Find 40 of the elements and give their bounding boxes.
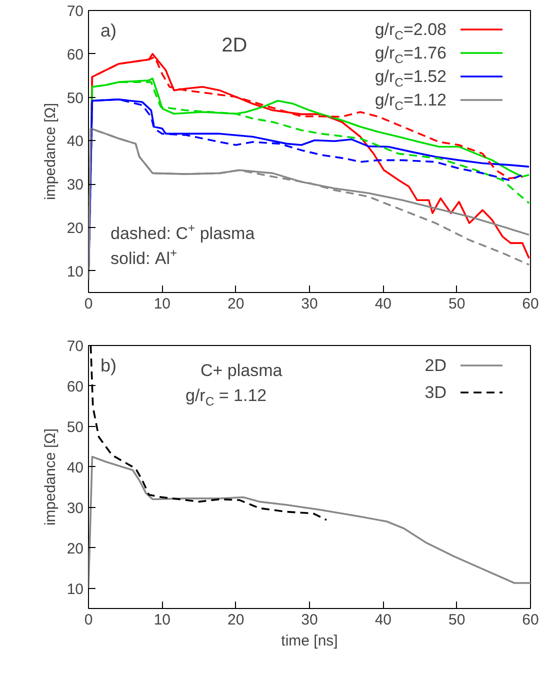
y-tick-label: 50 [66,90,84,107]
y-axis-title: impedance [Ω] [42,428,59,526]
annotation: solid: Al+ [110,246,178,268]
annotation: a) [100,20,117,40]
legend-label: 2D [424,356,447,375]
x-tick-label: 30 [301,296,318,312]
x-tick-label: 30 [301,612,318,628]
x-tick-label: 0 [84,296,93,312]
x-tick-label: 20 [227,612,244,628]
annotation: dashed: C+ plasma [110,221,256,243]
x-tick-label: 20 [227,296,244,312]
y-tick-label: 30 [66,500,84,517]
y-tick-label: 70 [66,338,84,355]
x-tick-label: 10 [154,612,171,628]
y-tick-label: 20 [66,220,84,237]
annotation: b) [100,356,117,376]
y-tick-label: 60 [66,46,84,64]
y-tick-label: 70 [66,3,84,20]
y-tick-label: 10 [66,580,84,598]
x-tick-label: 0 [84,612,93,628]
line-series [88,456,530,590]
y-tick-label: 40 [66,459,84,476]
y-tick-label: 30 [66,176,84,194]
x-axis-title: time [ns] [281,632,338,650]
legend-label: 3D [424,383,447,402]
x-tick-label: 60 [522,612,539,628]
x-tick-label: 10 [154,296,171,312]
x-tick-label: 50 [448,612,466,628]
y-tick-label: 10 [66,263,84,280]
y-tick-label: 60 [66,378,84,396]
x-tick-label: 50 [448,296,466,312]
x-tick-label: 40 [374,296,392,312]
x-tick-label: 60 [522,296,539,312]
y-tick-label: 20 [66,540,84,558]
text: 2D [222,34,248,56]
y-tick-label: 50 [66,418,84,436]
x-tick-label: 40 [374,612,392,628]
y-tick-label: 40 [66,133,84,150]
annotation: C+ plasma [200,361,283,380]
y-axis-title: impedance [Ω] [42,102,59,200]
